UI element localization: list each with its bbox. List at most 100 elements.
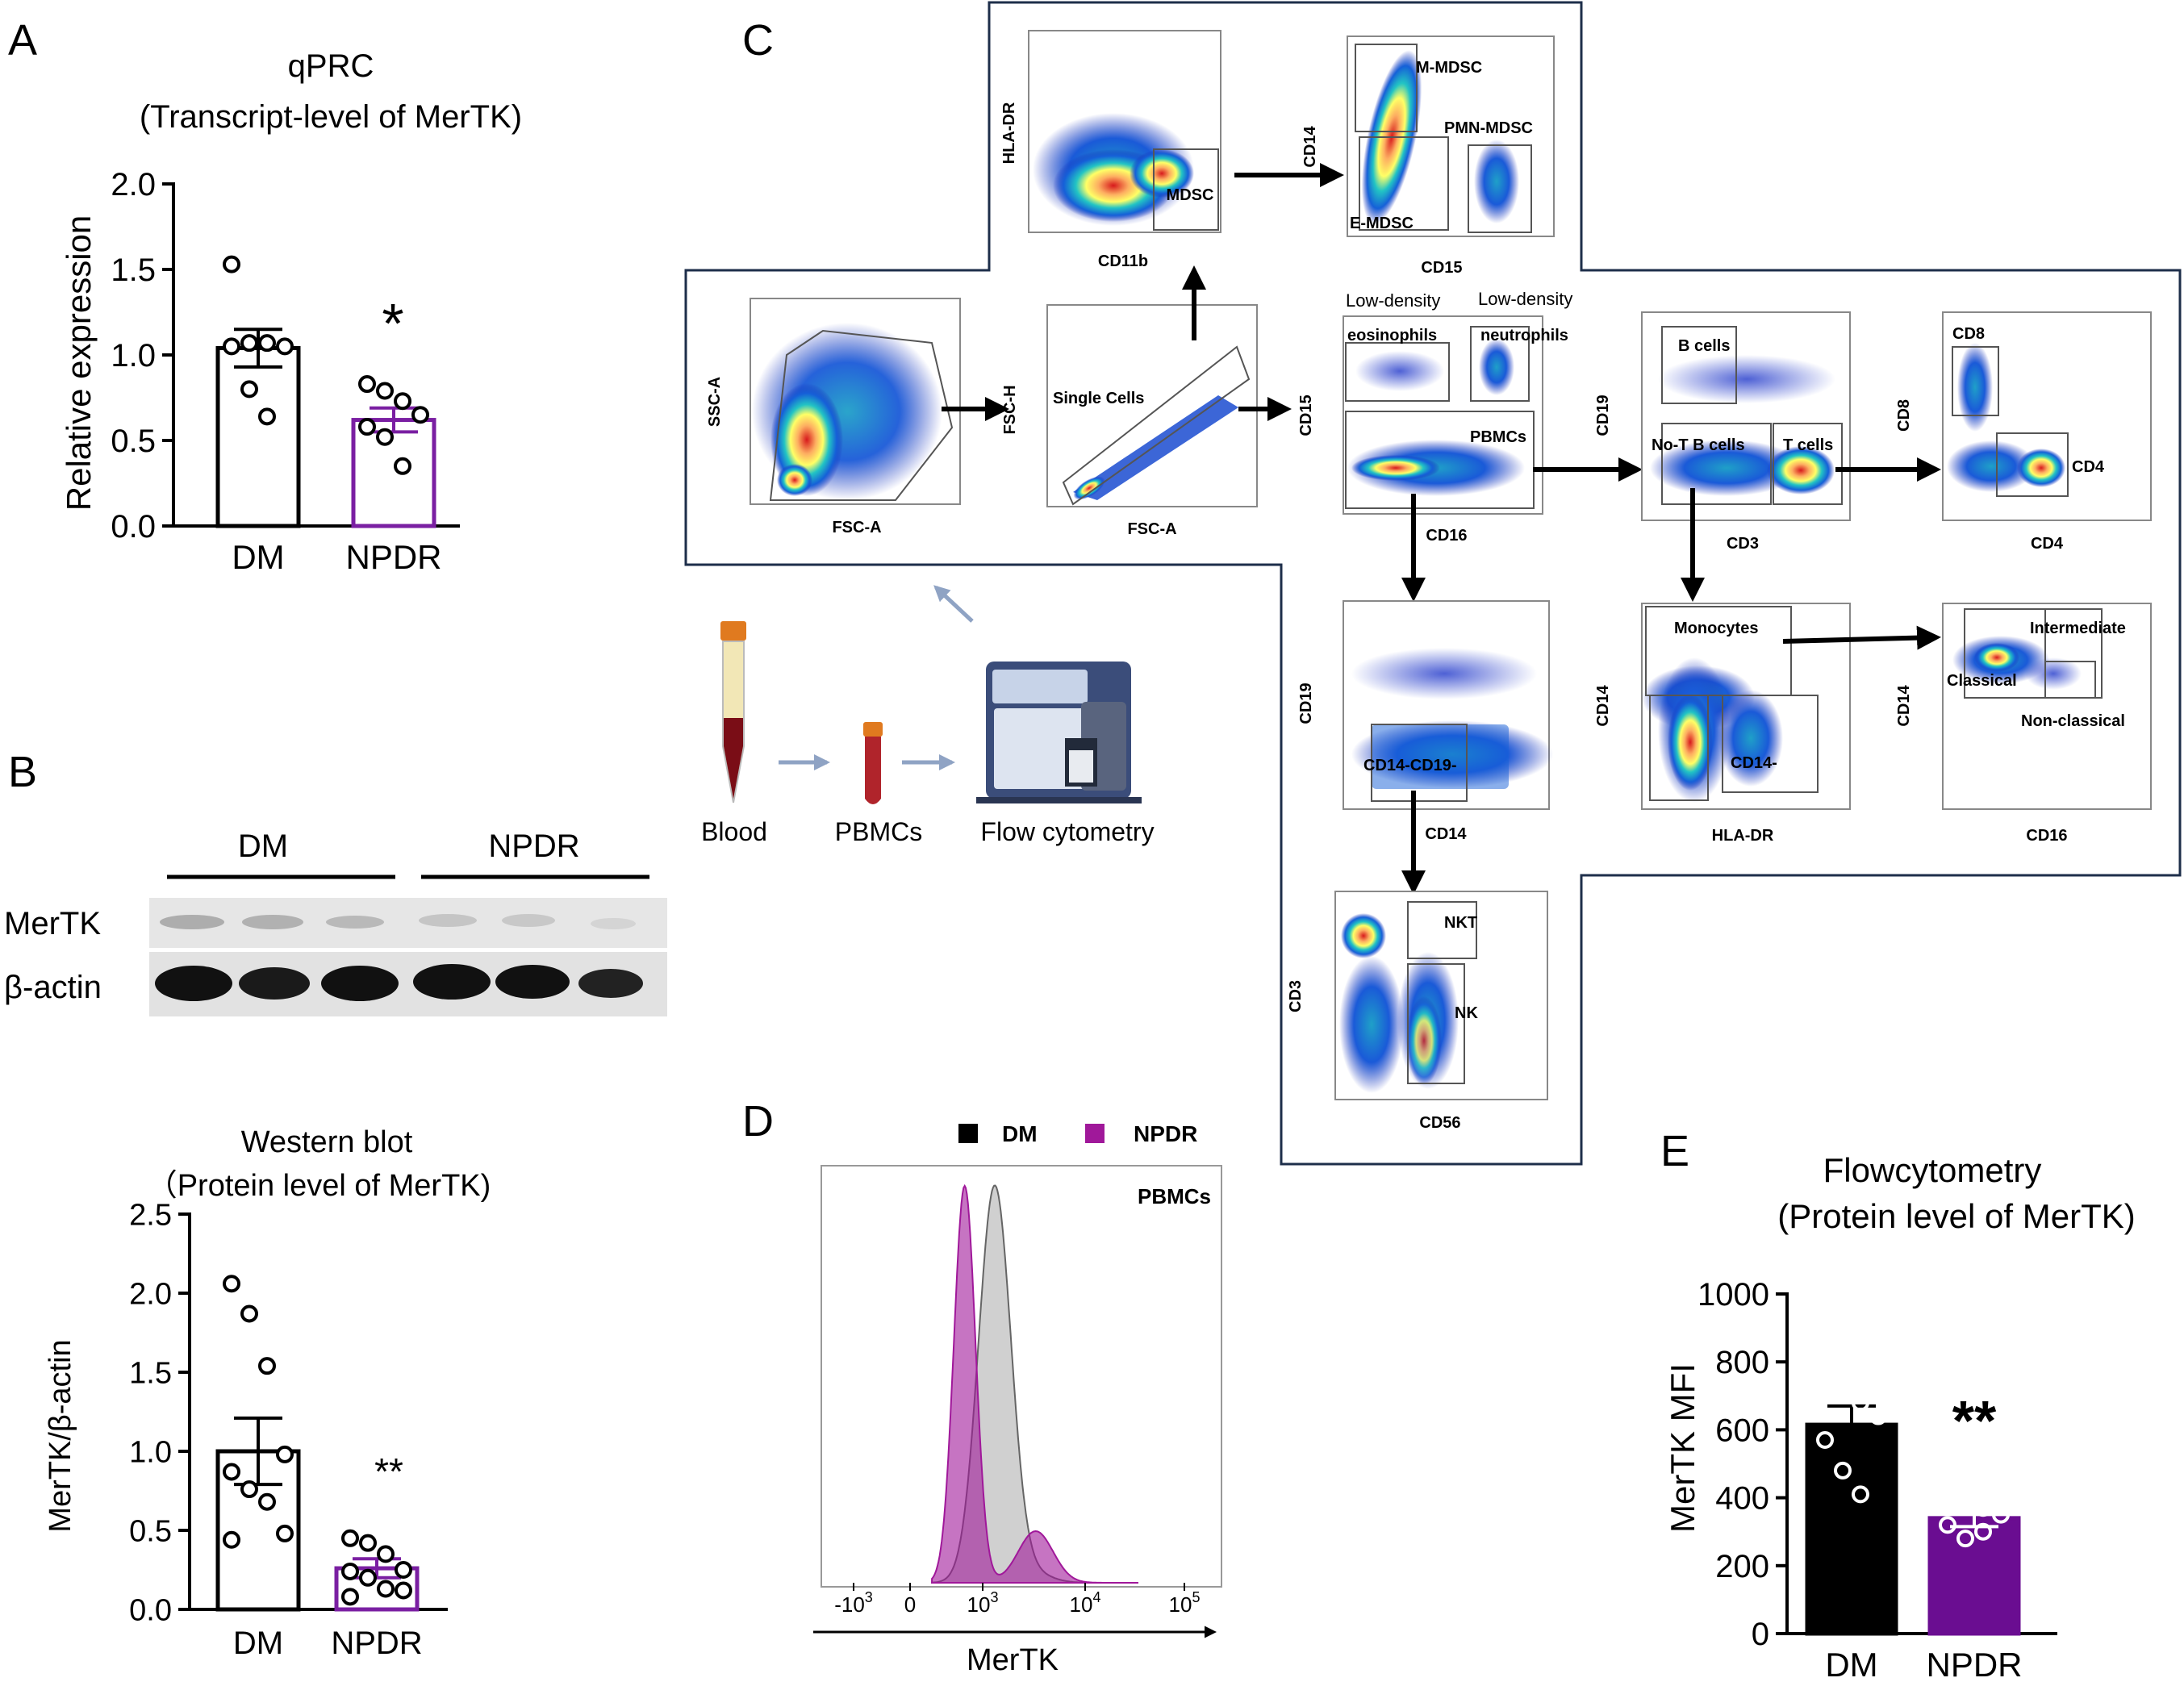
plot-5-gate1-label: eosinophils xyxy=(1347,327,1437,344)
gating-arrow-10 xyxy=(1782,625,1941,650)
data-point xyxy=(240,1480,258,1499)
actin-blot-strip xyxy=(149,952,667,1016)
y-tick-label: 0.0 xyxy=(111,509,156,545)
panel-a-title-line1: qPRC xyxy=(288,48,374,84)
y-tick-label: 400 xyxy=(1715,1481,1769,1517)
panel-e-letter: E xyxy=(1660,1127,1689,1175)
plot-9-ylabel: CD14 xyxy=(1594,685,1612,727)
data-point xyxy=(1869,1407,1887,1425)
y-tick-label: 800 xyxy=(1715,1345,1769,1380)
plot-10-gate2-label: Classical xyxy=(1947,672,2017,690)
histogram-population-label: PBMCs xyxy=(1138,1184,1211,1208)
data-point xyxy=(395,1561,412,1579)
panel-a: A qPRC (Transcript-level of MerTK) Relat… xyxy=(8,16,522,576)
data-point xyxy=(376,382,394,400)
data-point xyxy=(341,1588,359,1606)
data-point xyxy=(1956,1530,1974,1548)
plot-5-top-label2: Low-density xyxy=(1478,289,1572,309)
category-label: NPDR xyxy=(1926,1646,2022,1682)
panel-a-title-line2: (Transcript-level of MerTK) xyxy=(140,99,522,135)
y-tick-label: 2.0 xyxy=(129,1277,172,1311)
plot-4-xlabel: CD15 xyxy=(1421,259,1462,277)
plot-3-xlabel: CD11b xyxy=(1098,253,1148,270)
plot-9-xlabel: HLA-DR xyxy=(1712,827,1774,845)
plot-2-gate-label: Single Cells xyxy=(1053,390,1144,407)
plot-7-gate2-label: CD4 xyxy=(2072,458,2105,476)
chart-e: 0 200 400 600 800 1000 DM NPDR xyxy=(1698,1277,2057,1682)
plot-7-xlabel: CD4 xyxy=(2031,535,2064,553)
blot-group1-label: DM xyxy=(238,828,288,864)
gating-plot-lymphocytes: B cells No-T B cells T cells CD19 CD3 xyxy=(1594,311,1851,553)
histogram-x-tick: 104 xyxy=(1070,1589,1101,1617)
plot-6-ylabel: CD19 xyxy=(1594,394,1612,436)
data-point xyxy=(223,1275,240,1293)
panel-b: B DM NPDR MerTK β-actin Western blot （Pr… xyxy=(4,748,667,1661)
data-point xyxy=(358,375,376,394)
data-point xyxy=(1834,1356,1852,1375)
plot-3-ylabel: HLA-DR xyxy=(1000,102,1018,164)
plot-10-xlabel: CD16 xyxy=(2026,827,2067,845)
gating-plot-singlets: Single Cells FSC-H FSC-A xyxy=(1001,304,1258,538)
panel-c-letter: C xyxy=(742,16,774,65)
plot-9-gate1-label: Monocytes xyxy=(1674,620,1758,637)
data-point xyxy=(258,334,276,353)
panel-c: C Blood xyxy=(684,1,2182,1166)
data-point xyxy=(411,406,429,424)
plot-10-gate1-label: Intermediate xyxy=(2030,620,2126,637)
y-tick-label: 2.0 xyxy=(111,167,156,202)
gating-outline xyxy=(684,1,2182,1166)
panel-a-letter: A xyxy=(8,16,37,65)
data-point xyxy=(377,1580,395,1598)
plot-11-gate2-label: NK xyxy=(1455,1004,1478,1022)
plot-3-gate-label: MDSC xyxy=(1167,186,1214,204)
y-tick-label: 600 xyxy=(1715,1413,1769,1448)
plot-7-gate1-label: CD8 xyxy=(1952,325,1985,343)
bar-npdr xyxy=(351,418,436,528)
panel-d-letter: D xyxy=(742,1097,774,1146)
plot-9-gate2-label: CD14- xyxy=(1731,754,1777,772)
plot-1-xlabel: FSC-A xyxy=(832,519,881,536)
gating-plot-nk: NKT NK CD3 CD56 xyxy=(1287,891,1548,1132)
y-tick-label: 0 xyxy=(1752,1617,1769,1652)
schematic-label-pbmcs: PBMCs xyxy=(835,817,922,846)
data-point xyxy=(358,418,376,436)
y-tick-label: 1.5 xyxy=(129,1356,172,1390)
chart-b: 0.0 0.5 1.0 1.5 2.0 2.5 DM NPDR xyxy=(129,1198,448,1661)
plot-1-ylabel: SSC-A xyxy=(706,377,724,427)
plot-4-gate3-label: E-MDSC xyxy=(1350,215,1414,232)
data-point xyxy=(1816,1431,1834,1450)
plot-6-xlabel: CD3 xyxy=(1727,535,1759,553)
histogram: -103 0 103 104 105 xyxy=(834,1183,1200,1617)
category-label: DM xyxy=(233,1626,283,1661)
blood-tube-icon xyxy=(720,621,746,803)
data-point xyxy=(1956,1488,1974,1507)
panel-b-chart-title2: （Protein level of MerTK) xyxy=(147,1169,491,1203)
bar-npdr xyxy=(1927,1516,2021,1636)
data-point xyxy=(258,1357,276,1375)
plot-8-xlabel: CD14 xyxy=(1425,825,1467,843)
panel-e-title-line1: Flowcytometry xyxy=(1823,1151,2042,1189)
data-point xyxy=(394,392,411,411)
data-point xyxy=(377,1545,395,1563)
plot-6-gate2-label: No-T B cells xyxy=(1652,436,1745,454)
data-point xyxy=(376,428,394,446)
data-point xyxy=(1852,1485,1869,1504)
legend-dm-label: DM xyxy=(1002,1121,1038,1146)
plot-4-ylabel: CD14 xyxy=(1301,126,1319,168)
panel-e-ylabel: MerTK MFI xyxy=(1664,1363,1702,1533)
bar-dm xyxy=(215,346,301,528)
plot-5-ylabel: CD15 xyxy=(1297,394,1315,436)
data-point xyxy=(240,334,258,353)
panel-e-significance: ** xyxy=(1952,1389,1997,1452)
category-label: DM xyxy=(232,538,284,576)
legend-npdr-swatch xyxy=(1085,1124,1105,1143)
gating-plot-monocyte-subsets: Intermediate Classical Non-classical CD1… xyxy=(1895,603,2152,845)
gating-plot-mdsc: MDSC HLA-DR CD11b xyxy=(1000,30,1221,270)
y-tick-label: 1.5 xyxy=(111,253,156,288)
panel-b-ylabel: MerTK/β-actin xyxy=(44,1339,77,1532)
workflow-schematic: Blood PBMCs Flow cytometry xyxy=(701,585,1155,846)
plot-5-gate2-label: neutrophils xyxy=(1480,327,1568,344)
y-tick-label: 0.5 xyxy=(111,424,156,459)
histogram-x-tick: 0 xyxy=(904,1592,916,1617)
data-point xyxy=(341,1562,359,1580)
